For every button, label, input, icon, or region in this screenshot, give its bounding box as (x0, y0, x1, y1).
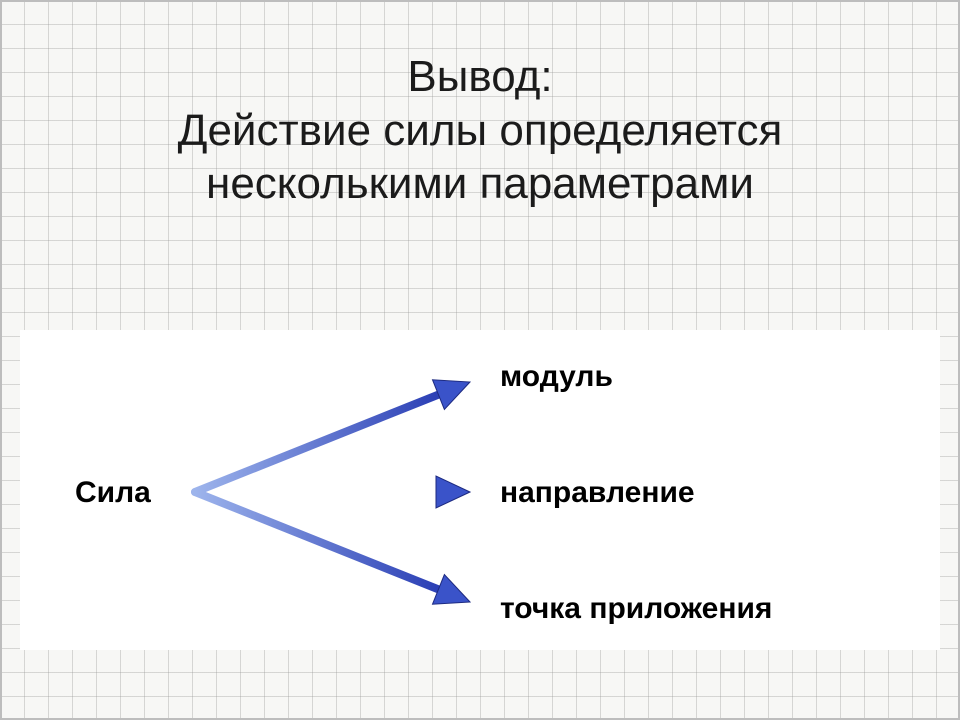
arrows-svg (20, 330, 940, 650)
slide-title: Вывод: Действие силы определяется нескол… (0, 50, 960, 211)
diagram-target-0: модуль (500, 360, 613, 394)
diagram-panel: Сила модуль направление точка приложения (20, 330, 940, 650)
diagram-target-2: точка приложения (500, 592, 772, 626)
diagram-target-1: направление (500, 476, 695, 510)
diagram-root-label: Сила (75, 476, 151, 510)
